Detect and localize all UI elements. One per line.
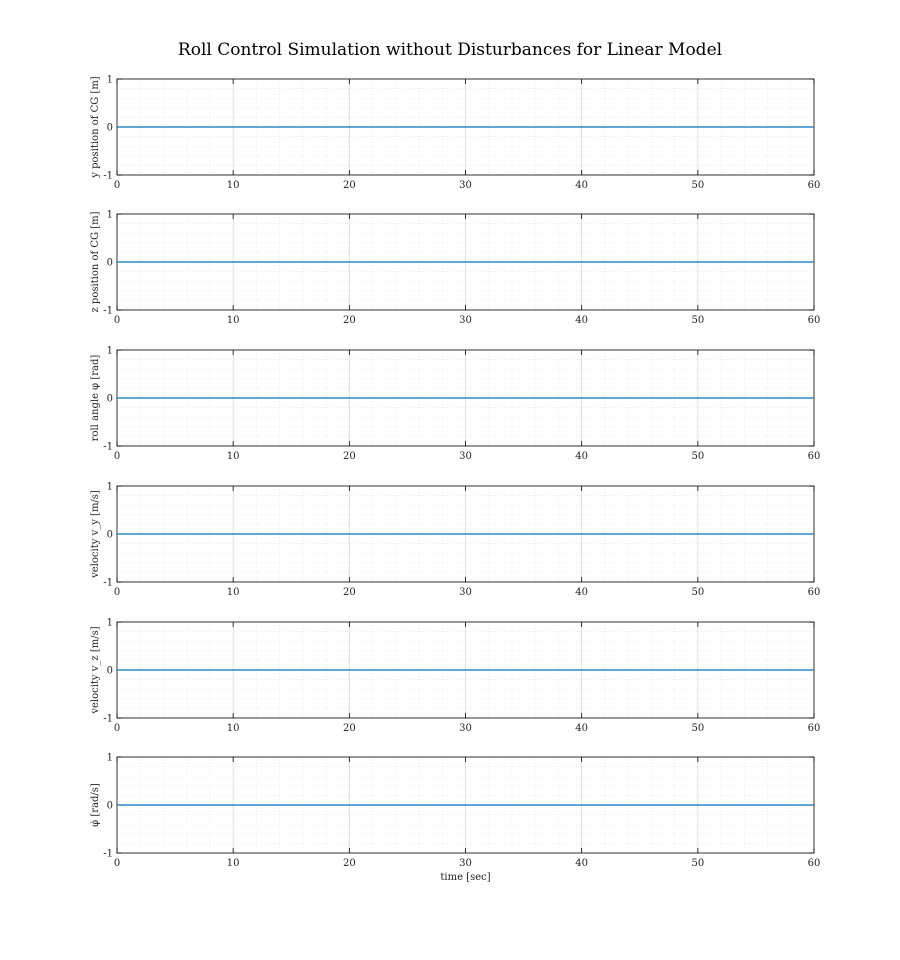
y-tick-label: 1	[107, 210, 113, 221]
x-tick-label: 40	[575, 451, 588, 462]
y-tick-label: 0	[107, 394, 113, 405]
x-tick-label: 10	[227, 315, 240, 326]
y-tick-label: -1	[103, 849, 113, 860]
x-tick-label: 20	[343, 180, 356, 191]
y-tick-label: 1	[107, 753, 113, 764]
y-tick-label: 0	[107, 530, 113, 541]
y-axis-label: velocity v_y [m/s]	[90, 490, 101, 579]
x-axis-label: time [sec]	[440, 872, 490, 883]
y-tick-label: 1	[107, 75, 113, 86]
x-tick-label: 40	[575, 315, 588, 326]
x-tick-label: 10	[227, 587, 240, 598]
x-tick-label: 10	[227, 858, 240, 869]
x-tick-label: 30	[459, 180, 472, 191]
y-tick-label: -1	[103, 714, 113, 725]
x-tick-label: 40	[575, 587, 588, 598]
x-tick-label: 50	[691, 180, 704, 191]
x-tick-label: 10	[227, 451, 240, 462]
x-tick-label: 50	[691, 587, 704, 598]
y-tick-label: -1	[103, 171, 113, 182]
y-axis-label: φ̇ [rad/s]	[90, 783, 101, 827]
x-tick-label: 40	[575, 180, 588, 191]
y-tick-label: 0	[107, 258, 113, 269]
y-tick-label: 0	[107, 666, 113, 677]
x-tick-label: 30	[459, 315, 472, 326]
y-axis-label: z position of CG [m]	[90, 211, 101, 312]
x-tick-label: 30	[459, 858, 472, 869]
y-tick-label: 1	[107, 618, 113, 629]
x-tick-label: 40	[575, 723, 588, 734]
x-tick-label: 50	[691, 723, 704, 734]
y-axis-label: roll angle φ [rad]	[90, 355, 101, 442]
y-axis-label: velocity v_z [m/s]	[90, 626, 101, 714]
x-tick-label: 20	[343, 858, 356, 869]
x-tick-label: 60	[808, 315, 821, 326]
x-tick-label: 0	[114, 180, 120, 191]
x-tick-label: 50	[691, 315, 704, 326]
x-tick-label: 0	[114, 587, 120, 598]
x-tick-label: 0	[114, 451, 120, 462]
x-tick-label: 30	[459, 723, 472, 734]
x-tick-label: 30	[459, 587, 472, 598]
y-tick-label: -1	[103, 306, 113, 317]
y-tick-label: -1	[103, 578, 113, 589]
x-tick-label: 50	[691, 858, 704, 869]
x-tick-label: 20	[343, 723, 356, 734]
x-tick-label: 0	[114, 858, 120, 869]
x-tick-label: 20	[343, 451, 356, 462]
y-axis-label: y position of CG [m]	[90, 76, 101, 179]
x-tick-label: 60	[808, 587, 821, 598]
x-tick-label: 40	[575, 858, 588, 869]
x-tick-label: 60	[808, 451, 821, 462]
x-tick-label: 20	[343, 587, 356, 598]
y-tick-label: 1	[107, 346, 113, 357]
x-tick-label: 0	[114, 315, 120, 326]
x-tick-label: 30	[459, 451, 472, 462]
x-tick-label: 60	[808, 858, 821, 869]
x-tick-label: 10	[227, 180, 240, 191]
x-tick-label: 60	[808, 723, 821, 734]
figure-title: Roll Control Simulation without Disturba…	[177, 40, 723, 60]
y-tick-label: 1	[107, 482, 113, 493]
y-tick-label: -1	[103, 442, 113, 453]
x-tick-label: 60	[808, 180, 821, 191]
y-tick-label: 0	[107, 801, 113, 812]
x-tick-label: 10	[227, 723, 240, 734]
y-tick-label: 0	[107, 123, 113, 134]
x-tick-label: 20	[343, 315, 356, 326]
x-tick-label: 50	[691, 451, 704, 462]
x-tick-label: 0	[114, 723, 120, 734]
